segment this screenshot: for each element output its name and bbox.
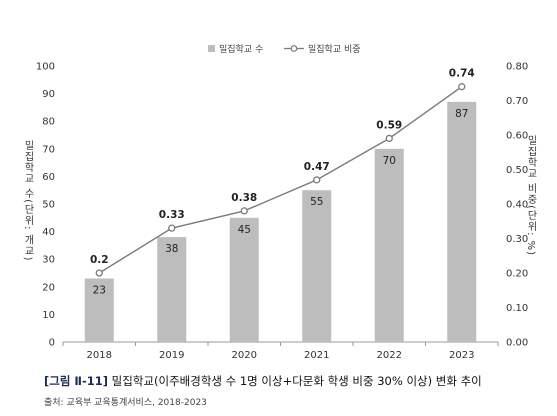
y-axis-right-title: 밀집학교 비중(단위: %) <box>525 135 536 257</box>
bar-value-label: 87 <box>455 108 468 120</box>
y-left-tick-label: 40 <box>42 227 55 238</box>
bar <box>302 190 332 342</box>
y-left-tick-label: 100 <box>36 62 55 73</box>
figure-caption-text: 밀집학교(이주배경학생 수 1명 이상+다문화 학생 비중 30% 이상) 변화… <box>108 374 482 388</box>
y-left-tick-label: 10 <box>42 310 55 321</box>
legend: 밀집학교 수 밀집학교 비중 <box>208 43 361 55</box>
y-right-tick-label: 0.10 <box>506 303 528 314</box>
y-right-tick-label: 0.30 <box>506 234 528 245</box>
line-point <box>168 224 176 232</box>
legend-bar-swatch <box>208 45 215 52</box>
bar-value-label: 55 <box>310 196 323 208</box>
y-right-tick-label: 0.20 <box>506 269 528 280</box>
y-left-tick-label: 50 <box>42 200 55 211</box>
line-point <box>240 207 248 215</box>
line-value-label: 0.47 <box>304 161 330 173</box>
bar <box>157 237 187 342</box>
axes: 0 10 20 30 40 50 60 70 80 90 100 0.00 0.10 0.20 0.30 0.… <box>36 62 528 362</box>
series-line <box>98 86 463 274</box>
x-tick-label: 2022 <box>377 350 402 361</box>
x-tick-label: 2020 <box>232 350 257 361</box>
bar-value-labels: 23 38 45 55 70 87 <box>93 108 469 297</box>
bar-value-label: 38 <box>165 243 178 255</box>
legend-line-label: 밀집학교 비중 <box>308 43 361 55</box>
y-right-tick-label: 0.50 <box>506 165 528 176</box>
line-series <box>95 83 466 277</box>
bar <box>229 217 259 342</box>
bar-value-label: 45 <box>238 224 251 236</box>
y-right-tick-label: 0.70 <box>506 96 528 107</box>
bar <box>447 101 477 342</box>
y-right-tick-label: 0.80 <box>506 62 528 73</box>
figure-number: [그림 Ⅱ-11] <box>44 374 109 388</box>
line-value-label: 0.74 <box>449 68 475 80</box>
bar-series <box>84 101 477 342</box>
y-axis-left-title: 밀집학교 수(단위: 개교) <box>22 140 33 262</box>
figure-caption: [그림 Ⅱ-11] 밀집학교(이주배경학생 수 1명 이상+다문화 학생 비중 … <box>44 373 482 389</box>
x-tick-label: 2021 <box>304 350 329 361</box>
line-value-label: 0.59 <box>376 119 402 131</box>
line-point <box>385 134 393 143</box>
figure-source: 출처: 교육부 교육통계서비스, 2018-2023 <box>44 398 207 408</box>
y-left-tick-label: 70 <box>42 144 55 155</box>
line-value-labels: 0.2 0.33 0.38 0.47 0.59 0.74 <box>90 68 475 266</box>
y-left-tick-label: 90 <box>42 89 55 100</box>
y-right-tick-label: 0.60 <box>506 131 528 142</box>
y-left-tick-label: 0 <box>49 338 55 349</box>
x-tick-label: 2023 <box>449 350 474 361</box>
x-tick-label: 2018 <box>87 350 112 361</box>
legend-bar-label: 밀집학교 수 <box>219 43 263 55</box>
bar <box>84 278 114 342</box>
y-left-tick-label: 30 <box>42 255 55 266</box>
bar-value-label: 23 <box>93 285 106 297</box>
y-left-tick-label: 20 <box>42 282 55 293</box>
bar <box>374 148 404 342</box>
bar-value-label: 70 <box>383 155 396 167</box>
line-value-label: 0.2 <box>90 254 109 266</box>
line-point <box>458 83 466 91</box>
y-left-tick-label: 60 <box>42 172 55 183</box>
x-tick-label: 2019 <box>159 350 184 361</box>
line-value-label: 0.33 <box>159 209 185 221</box>
line-point <box>95 269 103 277</box>
line-value-label: 0.38 <box>231 192 257 204</box>
y-right-tick-label: 0.00 <box>506 338 528 349</box>
legend-line-marker <box>290 45 298 52</box>
y-right-tick-label: 0.40 <box>506 200 528 211</box>
y-left-tick-label: 80 <box>42 117 55 128</box>
combo-chart: 밀집학교 수 밀집학교 비중 0 10 20 30 40 50 60 70 80 90 100 0.0… <box>36 43 528 362</box>
line-point <box>313 176 321 184</box>
